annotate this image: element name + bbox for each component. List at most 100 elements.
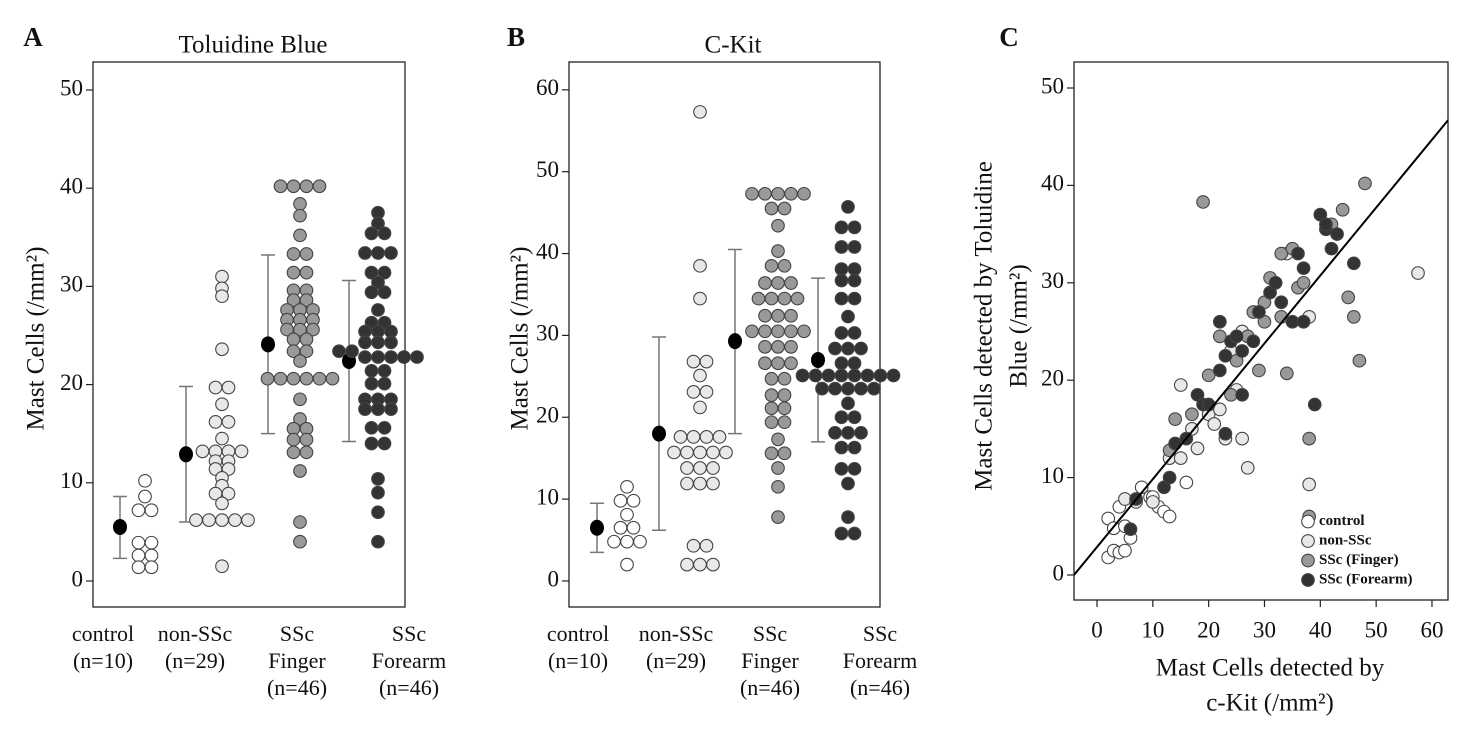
y-axis-label: Mast Cells (/mm²) (507, 247, 534, 431)
x-tick-label: 60 (1420, 617, 1443, 642)
data-point (293, 354, 307, 368)
data-point (325, 371, 340, 386)
data-point (828, 341, 842, 356)
data-point (764, 258, 779, 273)
data-point (620, 479, 634, 494)
data-point (745, 186, 759, 201)
category-label: (n=29) (646, 648, 706, 673)
data-point (673, 430, 688, 444)
category-label: SSc (863, 621, 897, 646)
data-point (384, 402, 398, 416)
data-point (1145, 495, 1160, 509)
data-point (221, 380, 236, 395)
data-point (1235, 387, 1250, 402)
data-point (771, 356, 785, 371)
data-point (371, 485, 385, 500)
mean-marker (811, 351, 825, 368)
data-point (273, 371, 288, 386)
y-axis-label: Mast Cells (/mm²) (23, 247, 50, 431)
data-point (847, 326, 862, 340)
data-point (847, 440, 862, 455)
data-point (815, 381, 829, 396)
data-point (828, 425, 842, 440)
y-tick-label: 60 (536, 75, 559, 100)
data-point (847, 240, 862, 254)
data-point (215, 513, 229, 527)
category-label: SSc (392, 621, 426, 646)
data-point (764, 415, 779, 430)
data-point (841, 396, 855, 411)
data-point (260, 371, 275, 386)
data-point (312, 179, 327, 194)
data-point (680, 476, 694, 491)
data-point (377, 363, 392, 378)
x-axis-label: c-Kit (/mm²) (1206, 690, 1334, 717)
data-point (1324, 241, 1339, 256)
data-point (293, 208, 307, 223)
data-point (1168, 412, 1183, 426)
y-tick-label: 0 (1053, 560, 1065, 585)
data-point (808, 368, 823, 383)
data-point (1123, 522, 1138, 537)
data-point (299, 432, 314, 447)
data-point (371, 335, 385, 350)
data-point (854, 425, 868, 440)
data-point (1341, 290, 1356, 305)
data-point (771, 324, 785, 339)
panel-letter: B (507, 22, 525, 52)
data-point (784, 186, 798, 201)
category-label: (n=46) (850, 675, 910, 700)
data-point (841, 381, 855, 396)
data-point (332, 344, 346, 359)
data-point (286, 332, 301, 347)
data-point (221, 415, 236, 429)
data-point (1296, 275, 1311, 290)
data-point (854, 381, 868, 396)
data-point (293, 197, 307, 211)
data-point (699, 354, 714, 369)
data-point (841, 200, 855, 214)
data-point (397, 350, 411, 364)
data-point (138, 489, 152, 504)
data-point (286, 371, 301, 386)
data-point (699, 430, 714, 444)
data-point (377, 285, 392, 300)
chart-title: Toluidine Blue (179, 32, 328, 59)
data-point (144, 503, 159, 518)
data-point (371, 472, 385, 486)
data-point (841, 425, 855, 440)
data-point (834, 368, 849, 383)
data-point (886, 368, 901, 383)
data-point (784, 324, 798, 339)
category-label: (n=29) (165, 648, 225, 673)
data-point (706, 445, 720, 460)
data-point (764, 446, 779, 461)
data-point (299, 332, 314, 347)
data-point (693, 461, 707, 475)
data-point (847, 461, 862, 476)
x-tick-label: 0 (1091, 617, 1103, 642)
y-tick-label: 40 (536, 239, 559, 264)
data-point (364, 226, 379, 241)
data-point (828, 381, 842, 396)
category-label: non-SSc (158, 621, 233, 646)
data-point (1190, 441, 1205, 456)
data-point (1358, 176, 1372, 191)
x-tick-label: 10 (1141, 617, 1164, 642)
plot-frame (1073, 61, 1449, 601)
data-point (693, 400, 707, 415)
data-point (777, 388, 792, 403)
data-point (195, 444, 210, 459)
data-point (834, 273, 849, 288)
data-point (1268, 275, 1283, 290)
data-point (693, 105, 707, 119)
data-point (286, 265, 301, 280)
y-tick-label: 50 (1041, 73, 1064, 98)
data-point (189, 513, 203, 527)
data-point (706, 476, 720, 491)
data-point (293, 228, 307, 243)
data-point (771, 340, 785, 354)
data-point (1307, 397, 1322, 412)
data-point (626, 493, 641, 508)
data-point (777, 401, 792, 416)
